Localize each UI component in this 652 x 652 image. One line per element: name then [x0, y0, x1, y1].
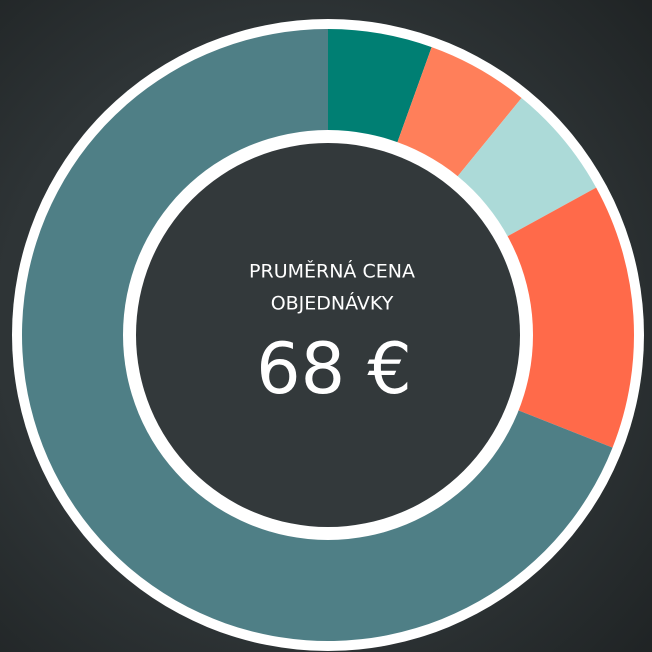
donut-segment	[503, 187, 634, 448]
donut-segment	[454, 98, 597, 239]
donut-segment	[395, 47, 522, 181]
title-line: PRUMĚRNÁ CENA	[249, 260, 415, 283]
donut-segment	[21, 29, 613, 642]
title-line: OBJEDNÁVKY	[271, 292, 394, 315]
segments	[21, 29, 634, 642]
center-label: 68 €	[256, 328, 412, 410]
center-disc	[136, 143, 520, 527]
donut-segment	[328, 29, 432, 147]
